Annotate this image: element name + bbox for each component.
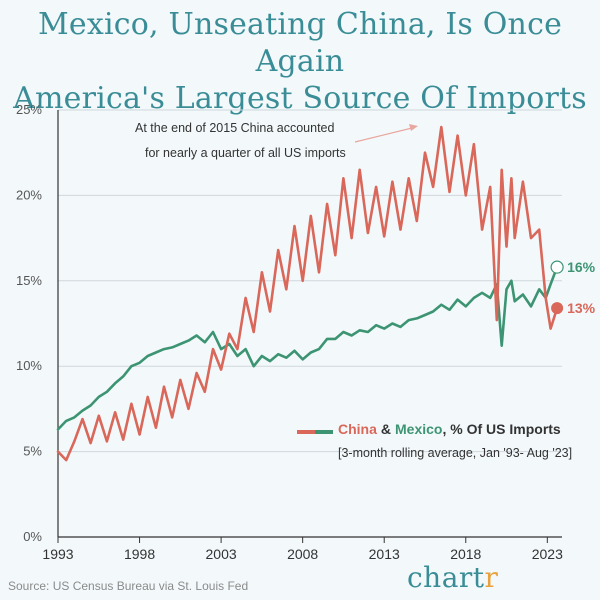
x-tick-label: 1993 [42, 546, 73, 562]
y-axis-ticks: 0% 5% 10% 15% 20% 25% [16, 102, 42, 544]
annotation-line-1: At the end of 2015 China accounted [135, 121, 335, 135]
china-end-label: 13% [567, 300, 596, 316]
legend-china: China [338, 421, 377, 437]
x-tick-label: 2018 [450, 546, 481, 562]
annotation: At the end of 2015 China accounted for n… [135, 121, 418, 160]
annotation-line-2: for nearly a quarter of all US imports [145, 146, 346, 160]
x-tick-label: 2013 [369, 546, 400, 562]
y-tick-label: 5% [23, 444, 42, 459]
y-tick-label: 0% [23, 529, 42, 544]
legend-swatch-mexico [315, 430, 333, 434]
x-tick-label: 2008 [287, 546, 318, 562]
source-note: Source: US Census Bureau via St. Louis F… [8, 579, 249, 593]
series-lines [56, 125, 559, 462]
y-tick-label: 15% [16, 273, 42, 288]
legend-subtitle: [3-month rolling average, Jan '93- Aug '… [338, 446, 572, 460]
mexico-end-label: 16% [567, 259, 596, 275]
x-tick-label: 1998 [124, 546, 155, 562]
end-markers: 16% 13% [550, 259, 596, 316]
china-flag-icon [551, 302, 564, 315]
legend: China & Mexico, % Of US Imports [3-month r… [297, 421, 572, 460]
title-line-1: Mexico, Unseating China, Is Once Again [37, 7, 563, 79]
y-tick-label: 25% [16, 102, 42, 117]
x-tick-label: 2003 [206, 546, 237, 562]
annotation-arrow-head [409, 124, 418, 131]
mexico-flag-icon [550, 260, 564, 274]
series-line-mexico [56, 265, 559, 431]
brand-logo: chartr [407, 561, 498, 594]
series-line-china [56, 125, 559, 462]
legend-swatch-china [297, 430, 315, 434]
grid-lines [57, 109, 562, 538]
legend-rest: , % Of US Imports [442, 421, 560, 437]
legend-mexico: Mexico [395, 421, 442, 437]
annotation-arrow-line [354, 127, 413, 143]
x-axis-ticks: 1993 1998 2003 2008 2013 2018 2023 [42, 537, 563, 562]
legend-amp: & [381, 421, 391, 437]
x-tick-label: 2023 [532, 546, 563, 562]
y-tick-label: 20% [16, 187, 42, 202]
brand-accent: r [484, 561, 499, 594]
y-tick-label: 10% [16, 358, 42, 373]
legend-title: China & Mexico, % Of US Imports [338, 421, 561, 437]
brand-main: chart [407, 561, 485, 594]
